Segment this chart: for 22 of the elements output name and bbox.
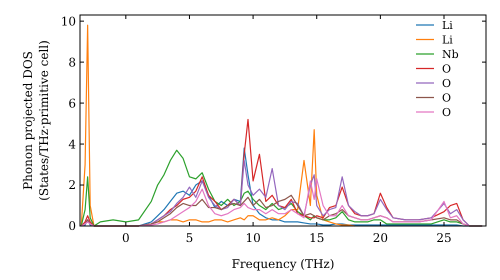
x-tick-label: 10 bbox=[245, 231, 261, 245]
legend-label: O bbox=[442, 106, 452, 119]
x-tick-label: 15 bbox=[309, 231, 324, 245]
y-tick-label: 4 bbox=[68, 137, 76, 152]
y-tick-label: 2 bbox=[68, 178, 76, 192]
x-axis-title: Frequency (THz) bbox=[232, 257, 334, 271]
legend-label: Nb bbox=[442, 48, 459, 61]
x-tick-label: 0 bbox=[122, 231, 130, 245]
y-tick-label: 6 bbox=[68, 96, 76, 110]
legend-label: O bbox=[442, 91, 452, 104]
x-tick-label: 20 bbox=[372, 231, 388, 245]
legend-label: O bbox=[442, 76, 452, 90]
legend-label: O bbox=[442, 62, 452, 76]
y-tick-label: 10 bbox=[60, 14, 76, 28]
y-tick-label: 8 bbox=[68, 55, 76, 70]
y-tick-label: 0 bbox=[68, 219, 76, 234]
legend-label: Li bbox=[442, 33, 454, 46]
legend-label: Li bbox=[442, 18, 454, 32]
line-series bbox=[80, 24, 356, 227]
y-axis-title: Phonon projected DOS (States/THz·primitive cell) bbox=[21, 40, 51, 201]
x-tick-label: 5 bbox=[186, 231, 194, 245]
x-tick-label: 25 bbox=[436, 231, 452, 245]
